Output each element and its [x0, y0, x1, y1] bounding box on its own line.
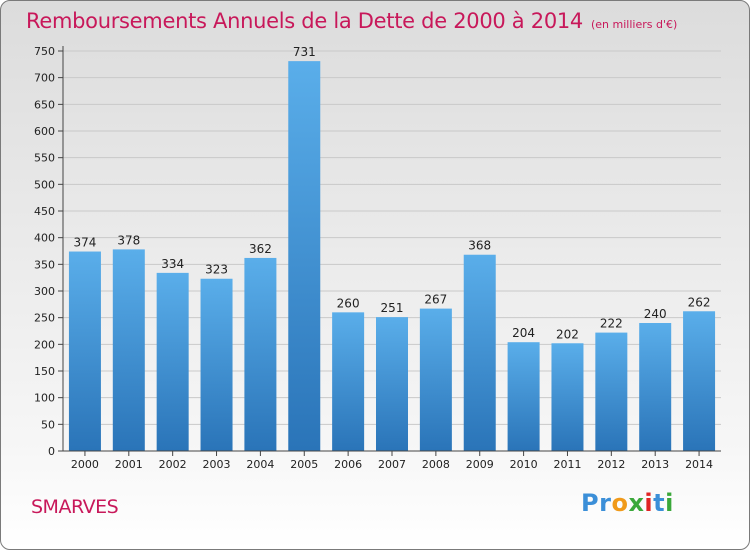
- axes: 0 50 100 150 200 250 300 350 400 450 500 550 600 650 7…: [34, 45, 721, 471]
- data-label: 334: [161, 257, 184, 271]
- bars: 374 378 334 323 362 731 260 251 267 368 204 202 222 2…: [68, 45, 716, 452]
- data-label: 240: [644, 307, 667, 321]
- x-tick-label: 2003: [203, 458, 231, 471]
- y-tick-label: 700: [34, 72, 55, 85]
- x-tick-label: 2010: [510, 458, 538, 471]
- y-tick-label: 550: [34, 152, 55, 165]
- x-tick-label: 2005: [290, 458, 318, 471]
- x-tick-label: 2014: [685, 458, 713, 471]
- y-tick-label: 100: [34, 392, 55, 405]
- bar: [200, 278, 233, 451]
- y-tick-label: 300: [34, 285, 55, 298]
- bar: [419, 308, 452, 451]
- bar: [68, 251, 101, 451]
- y-tick-label: 0: [48, 445, 55, 458]
- bar: [639, 323, 672, 451]
- y-tick-label: 600: [34, 125, 55, 138]
- bar: [463, 254, 496, 451]
- y-tick-label: 650: [34, 98, 55, 111]
- x-tick-label: 2011: [553, 458, 581, 471]
- data-label: 204: [512, 326, 535, 340]
- logo-letter: o: [611, 489, 629, 517]
- logo-letter: t: [653, 489, 666, 517]
- bar: [244, 257, 277, 451]
- data-label: 260: [337, 296, 360, 310]
- data-label: 267: [424, 293, 447, 307]
- y-tick-label: 400: [34, 232, 55, 245]
- bar: [156, 272, 189, 451]
- commune-name: SMARVES: [31, 496, 119, 518]
- y-tick-label: 500: [34, 178, 55, 191]
- data-label: 251: [381, 301, 404, 315]
- bar: [551, 343, 584, 451]
- x-tick-label: 2000: [71, 458, 99, 471]
- data-label: 262: [688, 295, 711, 309]
- x-tick-label: 2001: [115, 458, 143, 471]
- x-tick-label: 2004: [246, 458, 274, 471]
- y-tick-label: 150: [34, 365, 55, 378]
- bar: [112, 249, 145, 451]
- data-label: 222: [600, 317, 623, 331]
- chart-unit: (en milliers d'€): [591, 18, 678, 31]
- y-tick-label: 750: [34, 45, 55, 58]
- x-tick-label: 2002: [159, 458, 187, 471]
- bar: [595, 332, 628, 451]
- bar: [332, 312, 365, 451]
- data-label: 368: [468, 239, 491, 253]
- x-tick-label: 2006: [334, 458, 362, 471]
- logo-letter: r: [599, 489, 612, 517]
- proxiti-logo: Proxiti: [581, 489, 674, 517]
- x-tick-label: 2009: [466, 458, 494, 471]
- y-tick-label: 450: [34, 205, 55, 218]
- logo-letter: i: [665, 489, 674, 517]
- chart-title: Remboursements Annuels de la Dette de 20…: [26, 9, 678, 33]
- x-tick-label: 2007: [378, 458, 406, 471]
- data-label: 202: [556, 327, 579, 341]
- bar: [376, 317, 408, 451]
- x-tick-label: 2013: [641, 458, 669, 471]
- x-tick-label: 2012: [597, 458, 625, 471]
- x-tick-label: 2008: [422, 458, 450, 471]
- bar: [288, 61, 321, 452]
- logo-letter: P: [581, 489, 600, 517]
- bar: [683, 311, 716, 451]
- data-label: 362: [249, 242, 272, 256]
- data-label: 731: [293, 45, 316, 59]
- logo-letter: i: [644, 489, 654, 517]
- data-label: 374: [73, 236, 96, 250]
- bar: [507, 342, 540, 451]
- logo-letter: x: [628, 489, 645, 517]
- data-label: 378: [117, 233, 140, 247]
- y-tick-label: 50: [41, 418, 55, 431]
- y-tick-label: 200: [34, 338, 55, 351]
- y-tick-label: 250: [34, 312, 55, 325]
- y-tick-label: 350: [34, 258, 55, 271]
- data-label: 323: [205, 263, 228, 277]
